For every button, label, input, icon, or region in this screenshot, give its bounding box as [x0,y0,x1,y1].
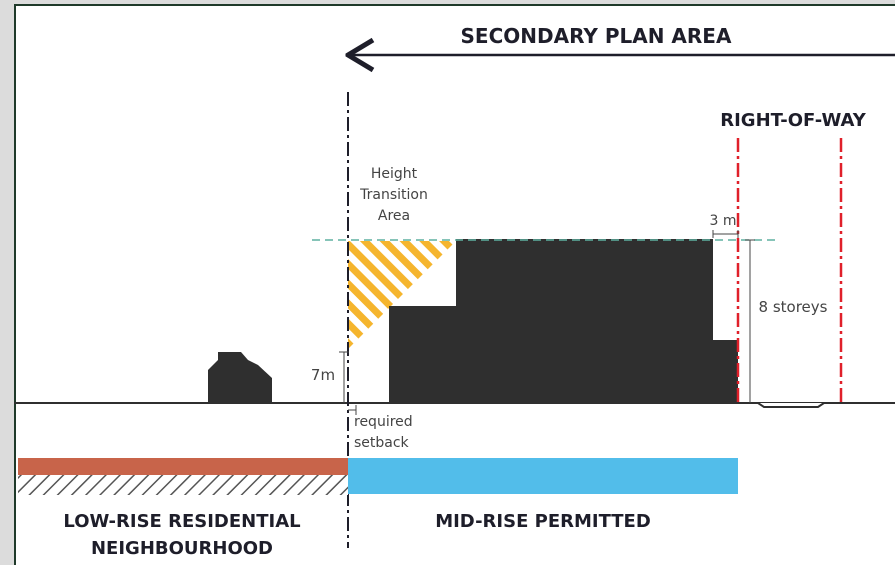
storeys-label: 8 storeys [759,298,828,316]
height-transition-label-1: Height [371,166,418,182]
house-icon [208,352,272,403]
required-setback-label-1: required [354,414,413,430]
low-rise-label-1: LOW-RISE RESIDENTIAL [63,511,300,532]
height-transition-label-3: Area [378,208,410,224]
required-setback-label-2: setback [354,435,410,451]
height-transition-hatch [348,241,456,349]
secondary-plan-label: SECONDARY PLAN AREA [461,24,732,48]
setback-3m-label: 3 m [710,213,737,229]
low-rise-label-2: NEIGHBOURHOOD [91,538,273,559]
mid-rise-label: MID-RISE PERMITTED [435,511,651,532]
road-dip [757,402,825,408]
height-transition-label-2: Transition [359,187,428,203]
height-7m-label: 7m [311,366,335,384]
mid-rise-band [348,458,738,494]
low-rise-hatch [18,475,348,495]
mid-rise-building [389,239,738,403]
storeys-label-bg [754,294,832,318]
low-rise-band [18,458,348,475]
right-of-way-label: RIGHT-OF-WAY [720,110,866,131]
